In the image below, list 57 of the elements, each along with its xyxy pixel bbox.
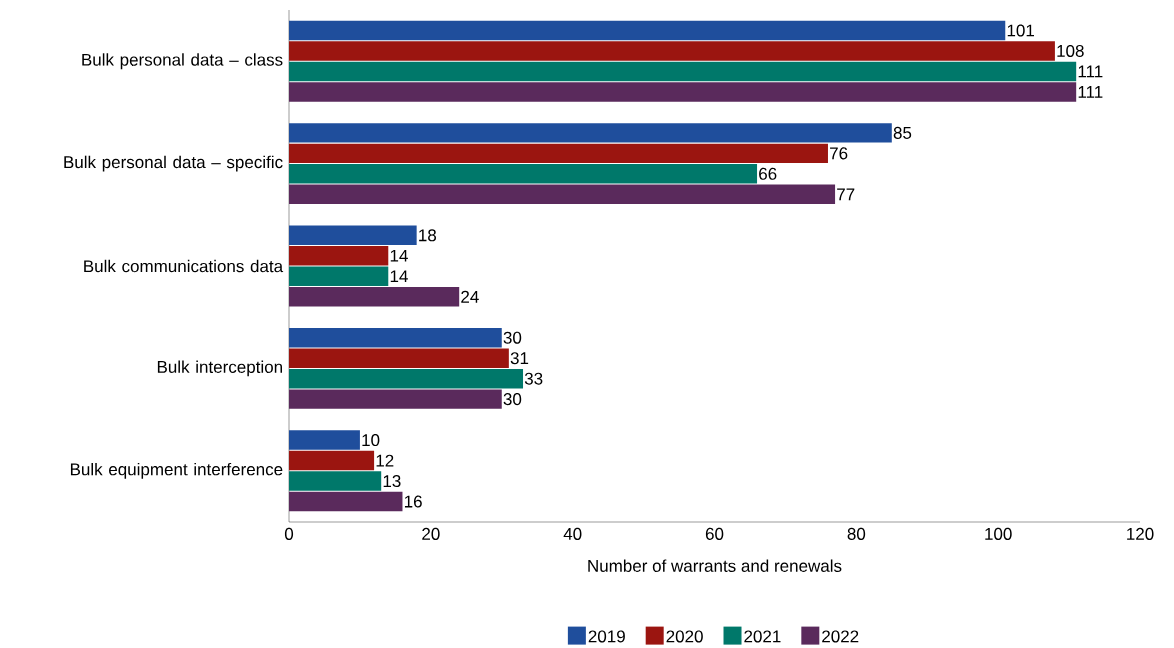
data-label: 111: [1078, 86, 1103, 98]
data-label: 30: [503, 331, 522, 344]
x-tick-label: 120: [1127, 527, 1154, 540]
data-label: 66: [759, 167, 777, 180]
bar: [289, 184, 836, 205]
bar: [289, 246, 389, 266]
bar: [289, 225, 417, 246]
data-label: 111: [1078, 65, 1103, 78]
bar: [289, 348, 509, 368]
y-tick-label: Bulk communications data: [84, 259, 284, 273]
legend-label: 2022: [822, 630, 859, 643]
x-tick-label: 80: [847, 527, 866, 540]
data-label: 33: [524, 372, 543, 385]
data-label: 108: [1057, 44, 1084, 57]
bar: [289, 41, 1055, 61]
x-axis-title: Number of warrants and renewals: [588, 559, 842, 572]
data-label: 14: [390, 270, 408, 283]
bar: [289, 82, 1077, 102]
data-label: 14: [390, 249, 408, 262]
x-tick-label: 0: [284, 527, 294, 540]
bar: [289, 368, 524, 389]
bar: [289, 20, 1006, 41]
bar: [289, 327, 502, 348]
bar: [289, 430, 360, 450]
data-label: 31: [510, 352, 529, 365]
data-label: 24: [461, 290, 479, 303]
x-tick-label: 40: [563, 527, 582, 540]
bar: [289, 491, 403, 512]
data-label: 13: [383, 475, 401, 488]
bar: [289, 287, 460, 307]
data-label: 30: [503, 393, 522, 406]
data-label: 10: [362, 434, 380, 447]
data-label: 76: [830, 147, 848, 160]
bar: [289, 61, 1077, 82]
data-label: 101: [1007, 24, 1034, 37]
bar: [289, 266, 389, 286]
x-tick-label: 20: [422, 527, 440, 540]
y-tick-label: Bulk personal data – class: [82, 53, 283, 70]
legend-label: 2019: [588, 630, 625, 643]
data-label: 18: [419, 229, 437, 242]
legend-label: 2021: [744, 630, 781, 643]
legend-label: 2020: [666, 630, 703, 643]
y-tick-label: Bulk personal data – specific: [64, 155, 283, 172]
y-tick-label: Bulk interception: [157, 360, 282, 377]
x-tick-label: 100: [985, 527, 1012, 540]
y-tick-label: Bulk equipment interference: [70, 462, 283, 479]
x-tick-label: 60: [705, 527, 724, 540]
bar: [289, 389, 502, 409]
bar: [289, 123, 892, 143]
data-label: 16: [404, 495, 422, 508]
bar: [289, 164, 758, 184]
data-label: 85: [893, 126, 912, 139]
bar: [289, 143, 828, 164]
bar: [289, 471, 382, 491]
data-label: 12: [376, 454, 394, 467]
bar: [289, 450, 375, 471]
data-label: 77: [837, 188, 855, 201]
